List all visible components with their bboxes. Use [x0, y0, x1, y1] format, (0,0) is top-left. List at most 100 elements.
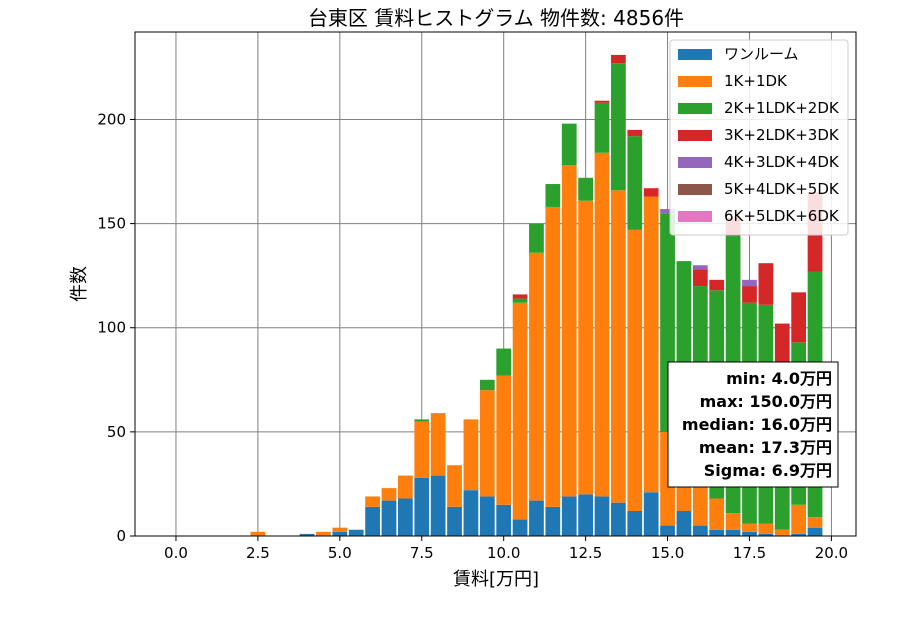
bar-segment-s0-b36 [758, 533, 774, 536]
bar-segment-s2-b27 [611, 63, 626, 191]
legend-entry-label: 3K+2LDK+3DK [724, 126, 840, 144]
bar-segment-s1-b17 [447, 465, 462, 507]
x-tick-label: 0.0 [164, 544, 188, 562]
x-tick-label: 2.5 [246, 544, 270, 562]
bar-segment-s3-b33 [709, 279, 725, 291]
bar-segment-s0-b29 [643, 492, 659, 536]
stats-line: median: 16.0万円 [682, 415, 832, 434]
legend-entry-label: 4K+3LDK+4DK [724, 153, 840, 171]
legend-swatch [678, 211, 712, 222]
stats-line: min: 4.0万円 [726, 369, 832, 388]
bar-segment-s0-b26 [594, 496, 610, 536]
bar-segment-s0-b13 [381, 500, 397, 536]
bar-segment-s2-b20 [496, 348, 512, 376]
legend: ワンルーム 1K+1DK 2K+1LDK+2DK 3K+2LDK+3DK 4K+3LDK… [669, 39, 849, 236]
y-tick-label: 50 [107, 423, 126, 441]
bar-segment-s1-b16 [430, 413, 446, 476]
bar-segment-s0-b35 [742, 531, 757, 536]
bar-segment-s1-b26 [594, 152, 610, 497]
plot-frame [134, 31, 857, 537]
x-tick-label: 5.0 [328, 544, 352, 562]
legend-swatch [678, 76, 712, 87]
bar-segment-s3-b27 [611, 54, 626, 64]
bar-segment-s0-b31 [676, 511, 692, 536]
bar-segment-s1-b19 [479, 390, 495, 497]
bar-segment-s0-b8 [299, 533, 315, 536]
bar-segment-s1-b9 [316, 531, 331, 536]
bar-segment-s2-b15 [414, 419, 430, 422]
bar-segment-s1-b37 [774, 529, 790, 536]
bar-segment-s0-b25 [578, 494, 593, 536]
bar-segment-s2-b24 [561, 123, 577, 166]
bar-segment-s0-b12 [365, 506, 380, 536]
bar-segment-s0-b18 [463, 490, 479, 536]
bar-segment-s3-b29 [643, 188, 659, 197]
bar-segment-s3-b36 [758, 263, 774, 305]
bar-segment-s1-b38 [791, 504, 807, 534]
legend-entry-label: 6K+5LDK+6DK [724, 207, 840, 225]
bar-segment-s1-b13 [381, 488, 397, 501]
bar-segment-s0-b14 [398, 498, 413, 536]
y-tick-label: 0 [116, 527, 126, 545]
x-tick-label: 15.0 [651, 544, 684, 562]
bar-segment-s0-b27 [611, 502, 626, 536]
bar-segment-s1-b29 [643, 196, 659, 493]
bar-segment-s1-b34 [725, 513, 741, 530]
legend-swatch [678, 157, 712, 168]
bar-segment-s0-b24 [561, 496, 577, 536]
bar-segment-s3-b32 [692, 269, 708, 287]
y-axis-label: 件数 [69, 266, 90, 302]
stats-line: mean: 17.3万円 [699, 438, 832, 457]
bar-segment-s1-b20 [496, 375, 512, 505]
stats-line: max: 150.0万円 [700, 392, 832, 411]
bar-segment-s1-b27 [611, 190, 626, 503]
x-tick-label: 20.0 [815, 544, 848, 562]
bar-segment-s1-b23 [545, 206, 561, 507]
bar-segment-s2-b28 [627, 136, 643, 230]
bar-segment-s1-b36 [758, 523, 774, 534]
bar-segment-s1-b12 [365, 496, 380, 507]
bar-segment-s0-b17 [447, 506, 462, 536]
bar-segment-s1-b15 [414, 421, 430, 478]
bar-segment-s0-b38 [791, 533, 807, 536]
bar-segment-s1-b10 [332, 527, 348, 532]
bar-segment-s0-b11 [348, 529, 364, 536]
legend-entry-label: 5K+4LDK+5DK [724, 180, 840, 198]
stats-box-frame [667, 361, 839, 488]
x-tick-label: 7.5 [410, 544, 434, 562]
bar-segment-s4-b32 [692, 265, 708, 270]
y-axis-ticks: 0 50 100 150 200 [97, 110, 135, 545]
bar-segment-s3-b35 [742, 286, 757, 303]
bar-segment-s0-b30 [660, 525, 675, 536]
bar-segment-s3-b21 [512, 294, 528, 299]
bar-segment-s0-b32 [692, 525, 708, 536]
bar-segment-s2-b19 [479, 379, 495, 391]
bar-segment-s0-b34 [725, 529, 741, 536]
bar-segment-s1-b5 [250, 531, 266, 536]
bar-segment-s2-b22 [529, 223, 544, 253]
bar-segment-s2-b21 [512, 298, 528, 303]
bar-segment-s1-b28 [627, 229, 643, 512]
legend-swatch [678, 184, 712, 195]
bar-segment-s0-b33 [709, 529, 725, 536]
bar-segment-s1-b33 [709, 498, 725, 530]
legend-entry-label: 2K+1LDK+2DK [724, 99, 840, 117]
bar-segment-s2-b25 [578, 177, 593, 201]
x-axis-label: 賃料[万円] [453, 569, 539, 590]
bar-segment-s0-b10 [332, 531, 348, 536]
x-tick-label: 17.5 [733, 544, 766, 562]
y-tick-label: 150 [97, 215, 126, 233]
y-tick-label: 200 [97, 110, 126, 128]
bar-segment-s1-b35 [742, 523, 757, 532]
legend-entry-label: 1K+1DK [724, 72, 788, 90]
bar-segment-s1-b14 [398, 475, 413, 499]
y-tick-label: 100 [97, 319, 126, 337]
stats-box: min: 4.0万円 max: 150.0万円 median: 16.0万円 mean… [667, 361, 839, 488]
bar-segment-s0-b23 [545, 506, 561, 536]
stats-line: Sigma: 6.9万円 [704, 461, 832, 480]
legend-swatch [678, 130, 712, 141]
bar-segment-s0-b22 [529, 500, 544, 536]
bar-segment-s3-b38 [791, 292, 807, 343]
bar-segment-s0-b28 [627, 511, 643, 536]
